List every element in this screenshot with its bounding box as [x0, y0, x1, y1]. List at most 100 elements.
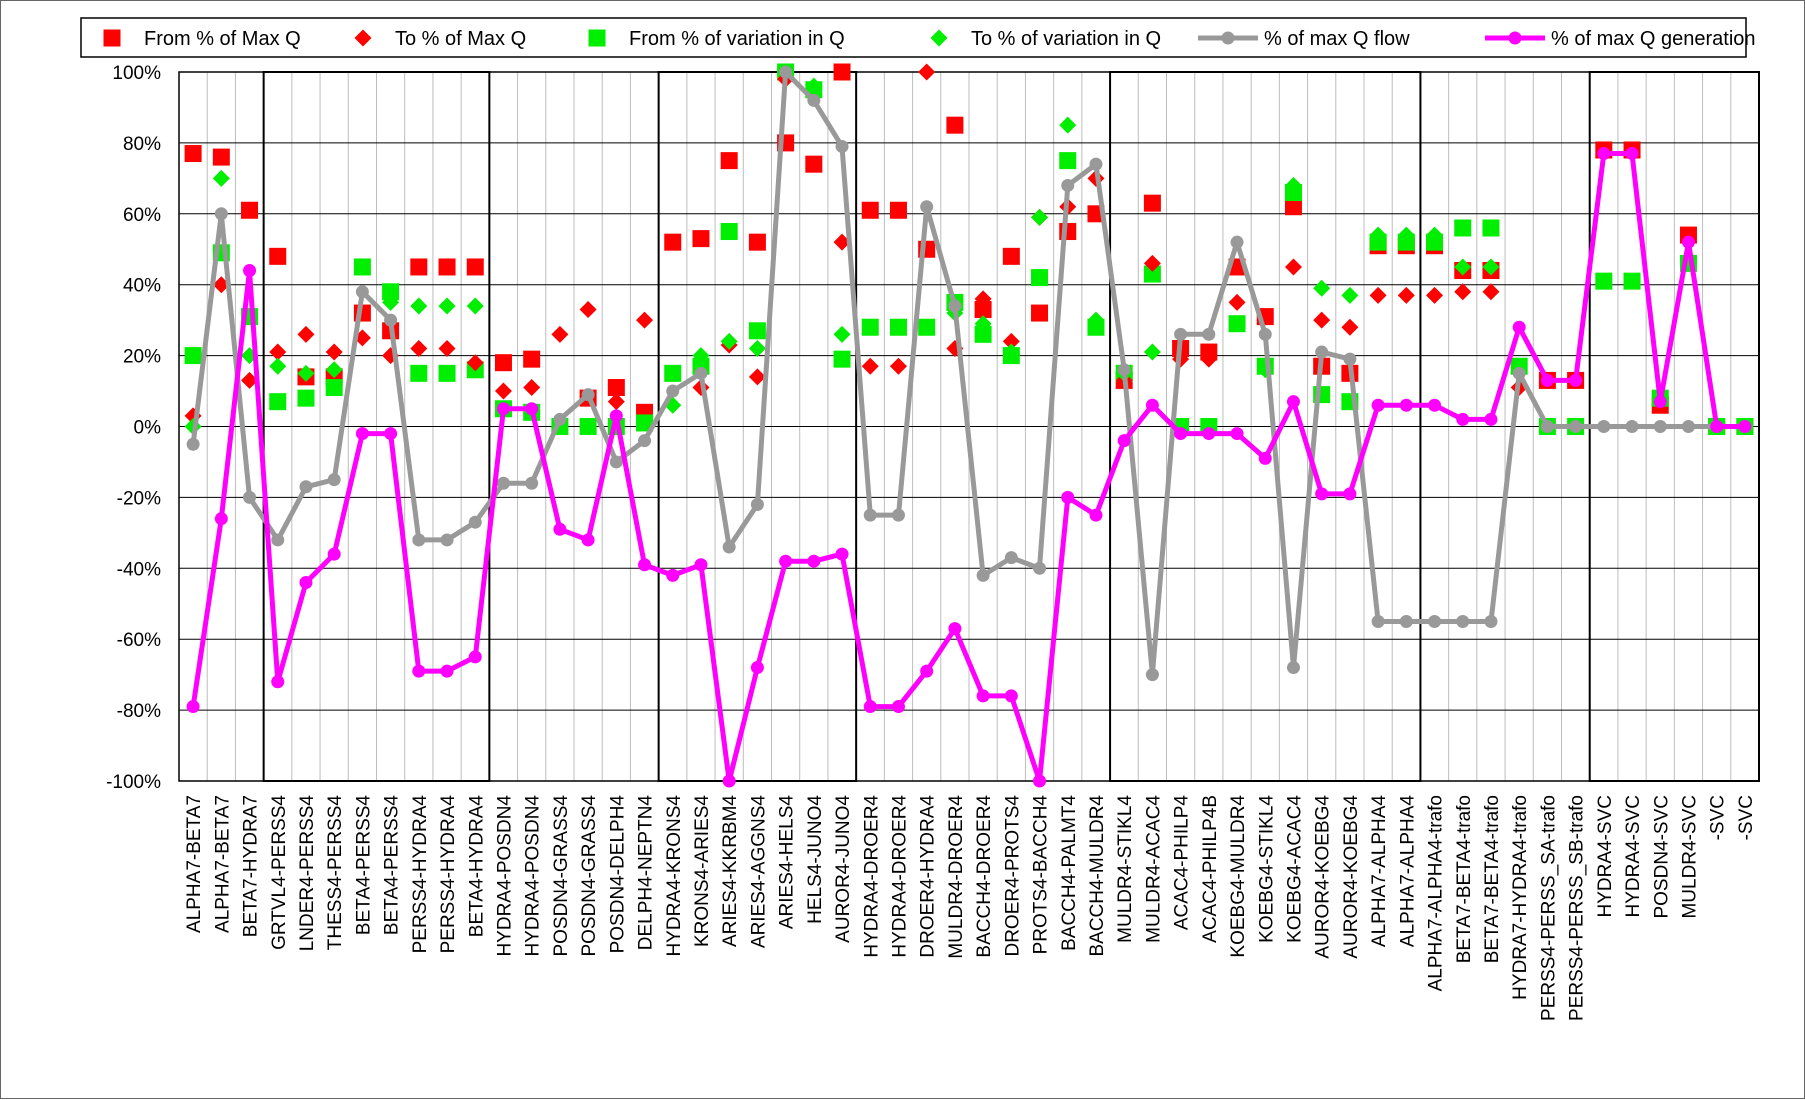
x-tick-label: AUROR4-KOEBG4 — [1313, 795, 1334, 959]
data-point — [214, 207, 228, 221]
data-point — [353, 258, 371, 276]
data-point — [638, 558, 652, 572]
legend-label: From % of variation in Q — [629, 28, 845, 50]
data-point — [891, 700, 905, 714]
data-point — [1397, 286, 1415, 304]
data-point — [581, 533, 595, 547]
data-point — [1174, 327, 1188, 341]
data-point — [1002, 332, 1020, 350]
data-point — [1681, 420, 1695, 433]
data-point — [412, 664, 426, 678]
data-point — [1653, 395, 1667, 409]
data-point — [297, 364, 315, 382]
data-point — [807, 554, 821, 568]
data-point — [1482, 258, 1500, 276]
x-tick-label: ALPHA7-BETA7 — [184, 795, 205, 933]
data-point — [581, 388, 595, 402]
data-point — [214, 512, 228, 526]
data-point — [1228, 293, 1246, 311]
data-point — [638, 434, 652, 448]
data-point — [1710, 420, 1724, 433]
data-point — [1202, 327, 1216, 341]
data-point — [1343, 487, 1357, 501]
data-point — [1089, 157, 1103, 171]
data-point — [1202, 427, 1216, 441]
data-point — [553, 412, 567, 426]
data-point — [1143, 194, 1161, 212]
data-point — [1061, 490, 1075, 504]
data-point — [1002, 247, 1020, 265]
data-point — [212, 148, 230, 166]
legend-label: To % of Max Q — [395, 28, 526, 50]
data-point — [1369, 286, 1387, 304]
x-tick-label: ARIES4-AGGNS4 — [748, 795, 769, 949]
x-tick-label: ALPHA7-ALPHA4 — [1397, 795, 1418, 948]
data-point — [609, 409, 623, 423]
data-point — [722, 540, 736, 554]
x-tick-label: ALPHA7-BETA7 — [212, 795, 233, 933]
data-point — [1625, 147, 1639, 161]
data-point — [1597, 420, 1611, 433]
y-tick-label: -100% — [106, 772, 161, 793]
x-tick-label: KRONS4-ARIES4 — [692, 795, 713, 947]
data-point — [438, 364, 456, 382]
y-tick-label: 40% — [123, 276, 161, 297]
data-point — [1117, 434, 1131, 448]
data-point — [412, 533, 426, 547]
data-point — [664, 364, 682, 382]
data-point — [440, 664, 454, 678]
legend-marker — [1221, 31, 1235, 45]
data-point — [1033, 774, 1047, 788]
data-point — [889, 318, 907, 336]
data-point — [410, 297, 428, 315]
data-point — [1569, 373, 1583, 387]
data-point — [186, 700, 200, 714]
data-point — [1174, 427, 1188, 441]
data-point — [1004, 551, 1018, 565]
data-point — [692, 230, 710, 248]
x-tick-label: HYDRA4-KRONS4 — [664, 795, 685, 957]
x-tick-label: DROER4-HYDRA4 — [918, 795, 939, 958]
x-tick-label: HYDRA4-POSDN4 — [523, 795, 544, 957]
data-point — [748, 233, 766, 251]
x-tick-label: PROTS4-BACCH4 — [1031, 795, 1052, 955]
x-tick-label: -SVC — [1736, 795, 1757, 840]
data-point — [1002, 343, 1020, 361]
data-point — [779, 554, 793, 568]
x-tick-label: ACAC4-PHILP4B — [1200, 795, 1221, 943]
x-tick-label: BACCH4-PALMT4 — [1059, 795, 1080, 951]
data-point — [1031, 208, 1049, 226]
data-point — [1482, 219, 1500, 237]
data-point — [1228, 315, 1246, 333]
data-point — [1341, 286, 1359, 304]
data-point — [1031, 269, 1049, 287]
data-point — [750, 497, 764, 511]
data-point — [889, 357, 907, 375]
data-point — [494, 382, 512, 400]
data-point — [269, 393, 287, 411]
data-point — [410, 340, 428, 358]
data-point — [355, 427, 369, 441]
data-point — [920, 664, 934, 678]
data-point — [748, 322, 766, 340]
series-of-max-q-flow — [186, 65, 1752, 682]
x-tick-labels: ALPHA7-BETA7 ALPHA7-BETA7 BETA7-HYDRA7 GRTV… — [184, 795, 1757, 1021]
data-point — [863, 508, 877, 522]
legend-label: % of max Q flow — [1264, 28, 1410, 50]
data-point — [750, 661, 764, 675]
legend-marker — [930, 29, 948, 47]
data-point — [410, 364, 428, 382]
data-point — [1371, 614, 1385, 628]
data-point — [748, 368, 766, 386]
data-point — [833, 63, 851, 81]
data-point — [1200, 350, 1218, 368]
data-point — [1313, 311, 1331, 329]
data-point — [466, 258, 484, 276]
x-tick-label: POSDN4-GRASS4 — [579, 795, 600, 957]
series-layer — [184, 63, 1754, 788]
data-point — [1145, 668, 1159, 682]
data-point — [299, 480, 313, 494]
data-point — [805, 77, 823, 95]
data-point — [694, 558, 708, 572]
